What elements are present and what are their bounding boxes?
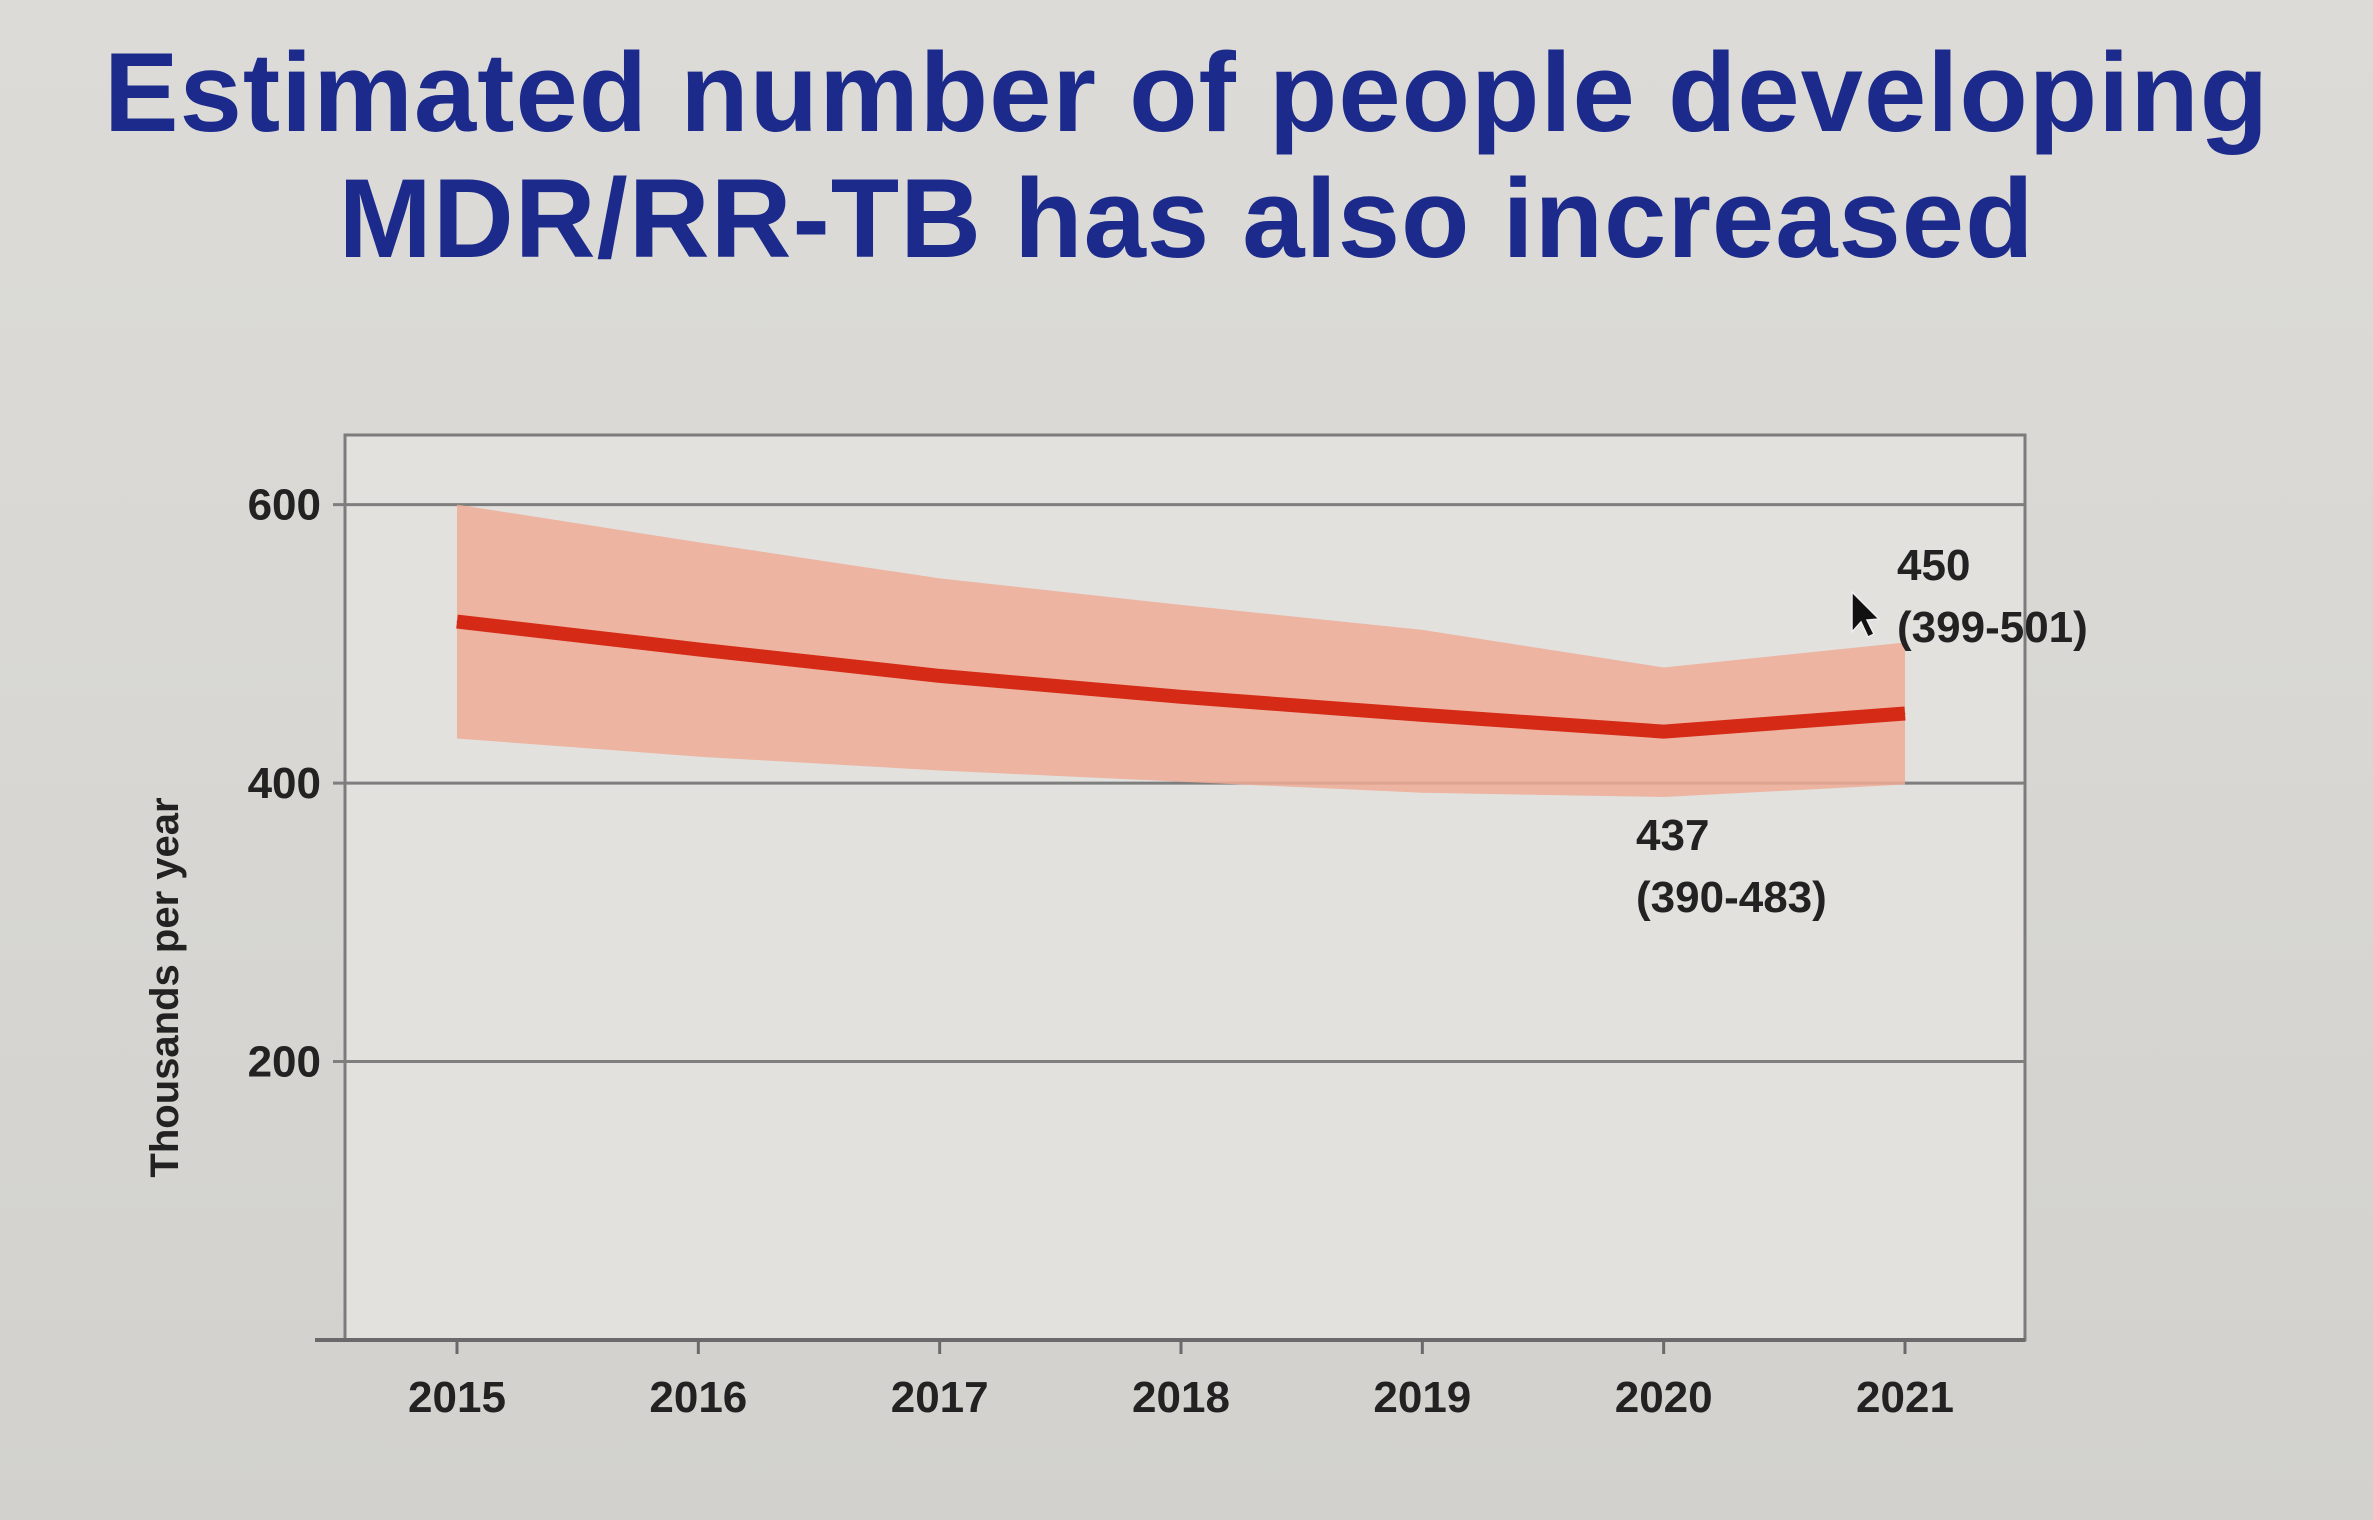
annotation-range: (390-483)	[1636, 873, 1827, 922]
data-point	[1180, 696, 1182, 698]
annotation-value: 450	[1897, 541, 1970, 590]
slide-title: Estimated number of people developing MD…	[0, 30, 2373, 282]
title-line-2: MDR/RR-TB has also increased	[338, 156, 2035, 281]
y-tick-label: 200	[248, 1038, 321, 1087]
x-tick-label: 2019	[1373, 1373, 1471, 1422]
x-tick-label: 2020	[1615, 1373, 1713, 1422]
annotation-range: (399-501)	[1897, 603, 2088, 652]
x-tick-label: 2016	[649, 1373, 747, 1422]
data-point	[939, 675, 941, 677]
x-tick-label: 2015	[408, 1373, 506, 1422]
data-point	[456, 621, 458, 623]
data-point	[1421, 714, 1423, 716]
data-point	[697, 648, 699, 650]
y-tick-label: 400	[248, 759, 321, 808]
data-point	[1904, 712, 1906, 714]
y-axis-title: Thousands per year	[143, 797, 187, 1177]
annotation-value: 437	[1636, 811, 1709, 860]
data-point	[1663, 731, 1665, 733]
x-tick-label: 2021	[1856, 1373, 1954, 1422]
cursor-icon	[1851, 590, 1881, 639]
y-tick-label: 600	[248, 481, 321, 530]
x-tick-label: 2018	[1132, 1373, 1230, 1422]
x-tick-label: 2017	[891, 1373, 989, 1422]
title-line-1: Estimated number of people developing	[103, 30, 2270, 155]
